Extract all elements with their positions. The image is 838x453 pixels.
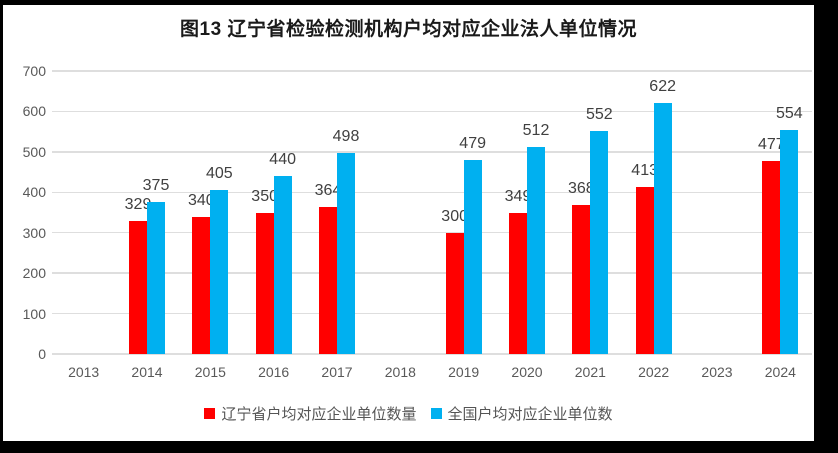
x-tick-label-2018: 2018: [384, 364, 416, 380]
value-label-liaoning-2021: 368: [567, 180, 595, 198]
y-tick-label: 600: [22, 103, 46, 120]
bar-liaoning-2021: [572, 205, 591, 354]
y-tick-label: 0: [38, 346, 46, 362]
value-label-national-2015: 405: [205, 165, 233, 183]
y-tick-label: 300: [22, 224, 46, 241]
x-tick-label-2013: 2013: [68, 364, 100, 380]
y-tick-label: 500: [22, 143, 46, 160]
bar-liaoning-2014: [129, 221, 147, 354]
bar-national-2024: [780, 130, 799, 354]
bar-liaoning-2020: [509, 212, 527, 354]
value-label-national-2021: 552: [585, 105, 613, 123]
value-label-liaoning-2016: 350: [251, 187, 279, 205]
value-label-liaoning-2022: 413: [631, 162, 659, 180]
gridline-200: [52, 272, 812, 274]
y-axis: 0 100 200 300 400 500 600 700: [3, 5, 46, 441]
bar-national-2022: [653, 102, 672, 354]
bar-national-2017: [337, 152, 355, 354]
value-label-national-2019: 479: [459, 135, 487, 153]
bar-national-2015: [210, 190, 229, 354]
x-tick-label-2014: 2014: [131, 364, 163, 380]
legend-label-liaoning: 辽宁省户均对应企业单位数量: [221, 406, 417, 423]
value-label-liaoning-2017: 364: [314, 181, 342, 199]
bar-national-2021: [590, 130, 609, 354]
value-label-liaoning-2015: 340: [187, 191, 215, 209]
x-tick-label-2017: 2017: [321, 364, 353, 380]
legend-swatch-national-icon: [430, 408, 442, 419]
x-tick-label-2024: 2024: [764, 364, 796, 380]
x-tick-label-2015: 2015: [194, 364, 226, 380]
gridline-0: [52, 353, 812, 355]
bar-liaoning-2019: [445, 232, 464, 354]
bar-liaoning-2017: [319, 206, 337, 354]
gridline-300: [52, 231, 812, 234]
legend-item-national: 全国户均对应企业单位数: [430, 403, 613, 424]
chart-card: 图13 辽宁省检验检测机构户均对应企业法人单位情况 329 340 350 364 30…: [3, 5, 814, 441]
gridline-400: [52, 191, 812, 194]
y-tick-label: 100: [22, 305, 46, 322]
legend-label-national: 全国户均对应企业单位数: [447, 406, 613, 423]
gridline-500: [52, 151, 812, 153]
value-label-national-2020: 512: [522, 122, 550, 140]
x-tick-label-2016: 2016: [258, 364, 290, 380]
x-tick-label-2019: 2019: [448, 364, 480, 380]
y-tick-label: 400: [22, 184, 46, 201]
value-label-liaoning-2024: 477: [757, 136, 785, 154]
x-tick-label-2020: 2020: [511, 364, 543, 380]
bar-national-2019: [463, 160, 482, 354]
bar-national-2020: [527, 147, 545, 354]
bar-liaoning-2024: [762, 161, 781, 354]
value-label-national-2016: 440: [269, 151, 297, 169]
y-tick-label: 200: [22, 265, 46, 282]
x-tick-label-2023: 2023: [701, 364, 733, 380]
gridline-100: [52, 312, 812, 315]
gridline-700: [52, 70, 812, 72]
x-tick-label-2021: 2021: [574, 364, 606, 380]
gridline-600: [52, 110, 812, 113]
chart-title: 图13 辽宁省检验检测机构户均对应企业法人单位情况: [180, 19, 637, 40]
bar-liaoning-2015: [192, 216, 211, 354]
value-label-national-2022: 622: [649, 77, 677, 95]
y-tick-label: 700: [22, 63, 46, 79]
value-label-liaoning-2020: 349: [504, 187, 532, 205]
plot-area: 329 340 350 364 300 349 368 413 477 375 405 440 498 4…: [52, 70, 812, 355]
bar-national-2016: [273, 176, 292, 354]
x-tick-label-2022: 2022: [638, 364, 670, 380]
bar-liaoning-2022: [635, 187, 654, 354]
value-label-national-2024: 554: [775, 105, 803, 123]
value-label-liaoning-2019: 300: [441, 207, 469, 225]
value-label-liaoning-2014: 329: [124, 196, 152, 213]
legend-swatch-liaoning-icon: [204, 408, 216, 419]
legend: 辽宁省户均对应企业单位数量 全国户均对应企业单位数: [3, 403, 814, 424]
bar-liaoning-2016: [255, 212, 274, 354]
bar-national-2014: [147, 202, 165, 354]
value-label-national-2017: 498: [332, 127, 360, 145]
legend-item-liaoning: 辽宁省户均对应企业单位数量: [204, 403, 417, 424]
value-label-national-2014: 375: [142, 177, 170, 195]
